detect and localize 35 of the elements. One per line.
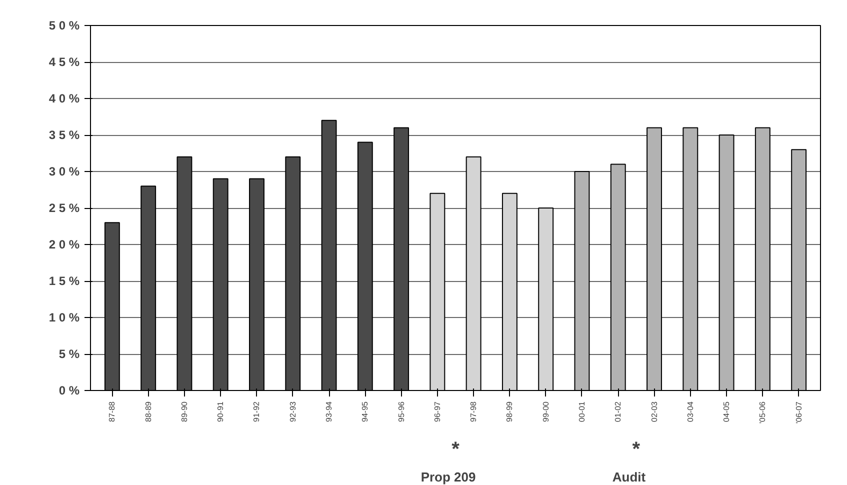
y-tick-label: 4 0 % xyxy=(48,92,80,106)
x-tick-label: 01-02 xyxy=(614,400,623,422)
x-tick-label: '06-07 xyxy=(794,400,804,424)
x-tick-label: 93-94 xyxy=(324,400,334,422)
x-tick-label: 94-95 xyxy=(360,400,370,422)
x-tick-label: 95-96 xyxy=(396,400,406,422)
x-tick-label: 02-03 xyxy=(650,400,659,422)
y-tick-label: 2 0 % xyxy=(48,238,80,252)
y-tick-label: 5 0 % xyxy=(48,18,80,32)
y-tick-label: 3 0 % xyxy=(48,164,80,178)
y-tick-label: 5 % xyxy=(58,347,80,361)
x-tick-label: 87-88 xyxy=(108,400,117,422)
x-tick-label: 96-97 xyxy=(432,400,442,422)
x-tick-label: 00-01 xyxy=(577,400,586,422)
x-tick-label: 90-91 xyxy=(216,400,226,422)
y-tick-label: 4 5 % xyxy=(48,55,80,69)
y-tick-label: 2 5 % xyxy=(48,201,80,215)
text: * xyxy=(632,438,640,460)
y-tick-label: 3 5 % xyxy=(48,128,80,142)
x-tick-label: 91-92 xyxy=(252,400,262,422)
x-tick-label: 03-04 xyxy=(686,400,695,422)
x-tick-label: 04-05 xyxy=(722,400,732,422)
text: * xyxy=(452,438,460,460)
x-tick-label: 92-93 xyxy=(288,400,298,422)
x-tick-label: 98-99 xyxy=(505,400,514,422)
x-tick-label: 89-90 xyxy=(180,400,189,422)
x-tick-label: 99-00 xyxy=(541,400,550,422)
y-tick-label: 1 0 % xyxy=(48,310,80,324)
x-tick-label: '05-06 xyxy=(758,400,768,424)
x-tick-label: 97-98 xyxy=(469,400,478,422)
y-tick-label: 1 5 % xyxy=(48,274,80,288)
x-tick-label: 88-89 xyxy=(144,400,153,422)
y-tick-label: 0 % xyxy=(58,384,80,398)
text: Audit xyxy=(612,469,646,484)
text: Prop 209 xyxy=(420,469,476,484)
